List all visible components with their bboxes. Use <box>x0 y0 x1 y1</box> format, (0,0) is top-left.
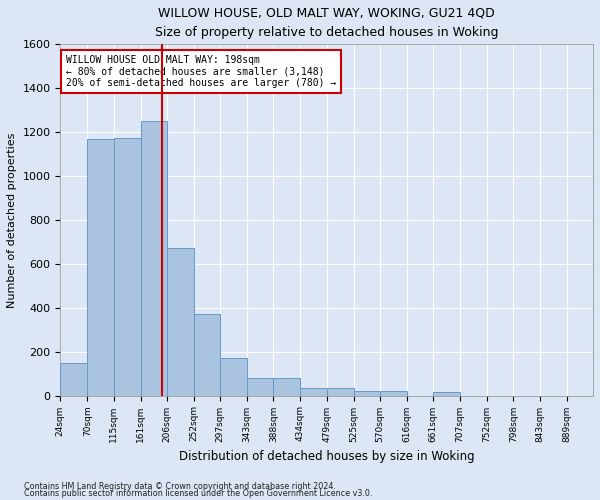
Bar <box>274 378 301 396</box>
Bar <box>220 358 247 396</box>
Text: WILLOW HOUSE OLD MALT WAY: 198sqm
← 80% of detached houses are smaller (3,148)
2: WILLOW HOUSE OLD MALT WAY: 198sqm ← 80% … <box>65 55 336 88</box>
Bar <box>140 121 167 396</box>
Text: Contains public sector information licensed under the Open Government Licence v3: Contains public sector information licen… <box>24 489 373 498</box>
X-axis label: Distribution of detached houses by size in Woking: Distribution of detached houses by size … <box>179 450 475 463</box>
Bar <box>113 138 140 396</box>
Bar <box>61 362 87 396</box>
Bar <box>247 378 274 396</box>
Bar <box>194 314 220 396</box>
Bar <box>327 388 353 396</box>
Text: Contains HM Land Registry data © Crown copyright and database right 2024.: Contains HM Land Registry data © Crown c… <box>24 482 336 491</box>
Bar <box>353 391 380 396</box>
Bar <box>380 391 407 396</box>
Bar <box>87 138 113 396</box>
Y-axis label: Number of detached properties: Number of detached properties <box>7 132 17 308</box>
Bar <box>433 392 460 396</box>
Bar <box>167 248 194 396</box>
Title: WILLOW HOUSE, OLD MALT WAY, WOKING, GU21 4QD
Size of property relative to detach: WILLOW HOUSE, OLD MALT WAY, WOKING, GU21… <box>155 7 499 39</box>
Bar <box>301 388 327 396</box>
